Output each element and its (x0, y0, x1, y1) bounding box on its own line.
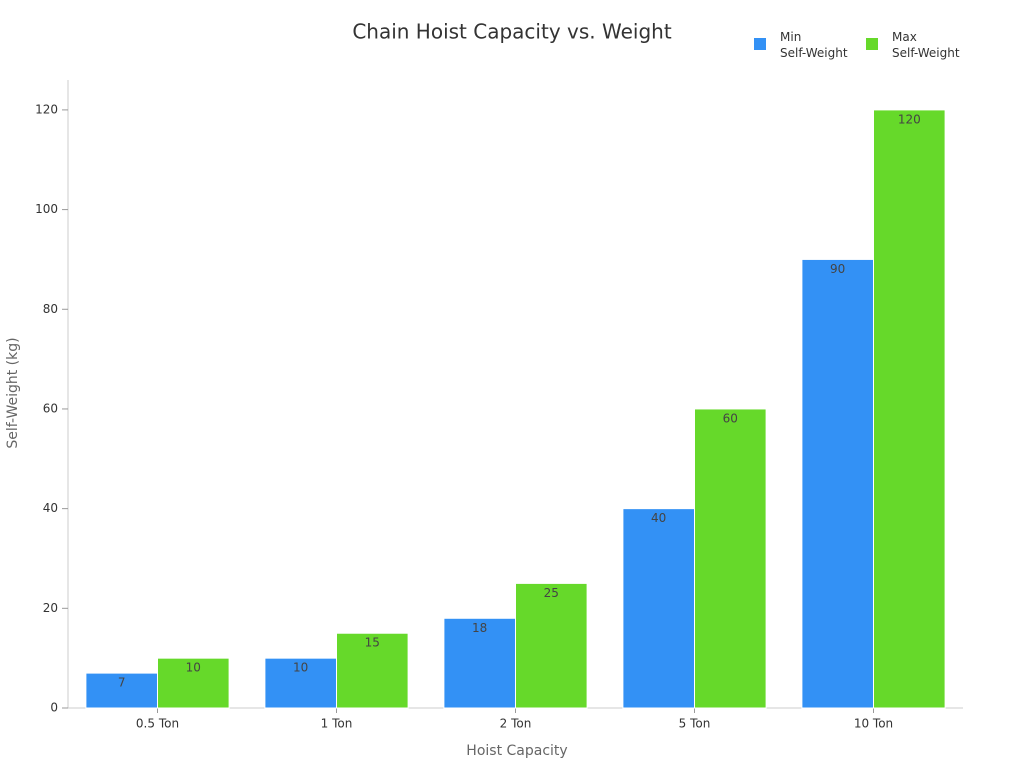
y-axis-title: Self-Weight (kg) (5, 337, 21, 448)
x-axis-title: Hoist Capacity (466, 743, 567, 759)
y-tick-label: 80 (43, 302, 58, 316)
x-tick-label: 1 Ton (321, 717, 353, 731)
y-tick-label: 20 (43, 601, 58, 615)
chart-title: Chain Hoist Capacity vs. Weight (352, 20, 672, 44)
y-tick-label: 60 (43, 401, 58, 415)
value-label: 40 (651, 511, 666, 525)
value-label: 10 (186, 661, 201, 675)
value-label: 60 (723, 411, 738, 425)
y-tick-label: 0 (50, 701, 58, 715)
value-label: 90 (830, 262, 845, 276)
bar (515, 582, 588, 709)
bar (443, 617, 516, 709)
value-label: 120 (898, 112, 921, 126)
y-tick-label: 100 (35, 202, 58, 216)
bar (336, 632, 409, 709)
bar (622, 508, 696, 709)
x-tick-label: 0.5 Ton (136, 717, 179, 731)
bar (873, 109, 946, 709)
value-label: 18 (472, 621, 487, 635)
value-label: 7 (118, 676, 126, 690)
x-tick-label: 10 Ton (854, 717, 893, 731)
bar (801, 258, 875, 709)
legend-label: Max Self-Weight (892, 30, 960, 60)
x-tick-label: 2 Ton (500, 717, 532, 731)
bar (157, 657, 230, 709)
legend-label: Min Self-Weight (780, 30, 848, 60)
bar (694, 408, 767, 709)
value-label: 25 (544, 586, 559, 600)
legend-swatch (866, 38, 878, 50)
legend-swatch (754, 38, 766, 50)
y-tick-label: 120 (35, 102, 58, 116)
value-label: 15 (365, 636, 380, 650)
value-label: 10 (293, 661, 308, 675)
x-tick-label: 5 Ton (679, 717, 711, 731)
y-tick-label: 40 (43, 501, 58, 515)
